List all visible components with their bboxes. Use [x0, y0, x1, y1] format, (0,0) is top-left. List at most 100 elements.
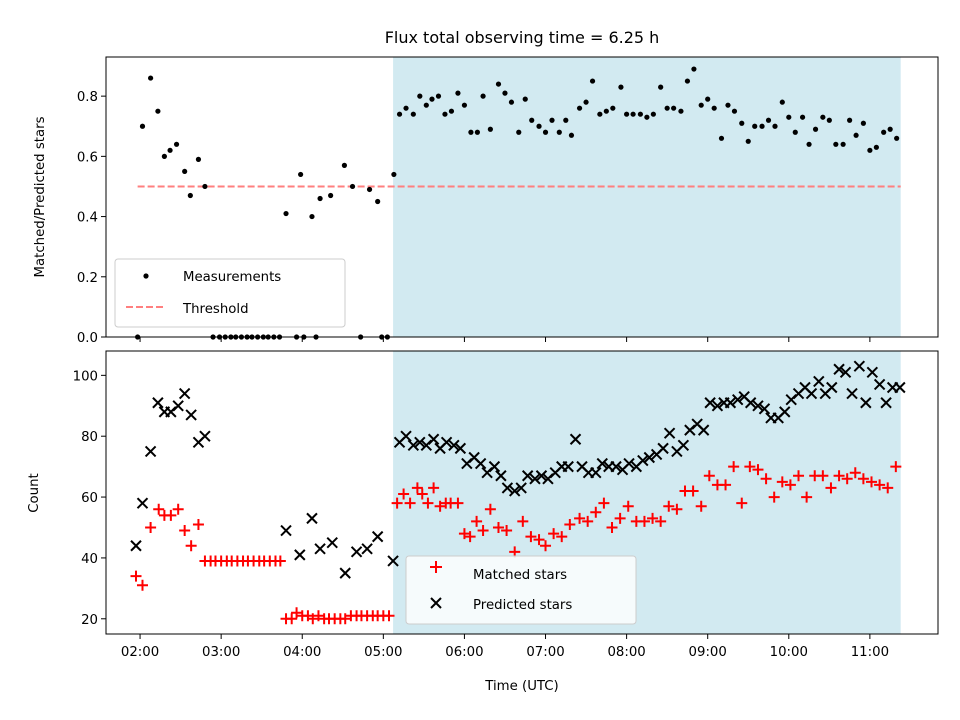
- predicted-star-point: [508, 485, 521, 497]
- measurement-point: [167, 147, 173, 153]
- bottom-y-axis-label: Count: [27, 473, 42, 513]
- measurement-point: [576, 105, 583, 111]
- predicted-star-point: [144, 445, 157, 458]
- bottom-x-axis: 02:00 03:00 04:00 05:00 06:00 07:00 08:00 09:00…: [121, 634, 889, 660]
- measurement-point: [589, 78, 596, 84]
- x-tick-label: 05:00: [364, 645, 402, 660]
- measurement-point: [391, 171, 397, 178]
- measurement-point: [549, 117, 555, 123]
- predicted-star-point: [454, 442, 467, 455]
- measurement-point: [678, 108, 684, 114]
- matched-star-point: [404, 497, 416, 509]
- predicted-star-point: [501, 482, 514, 494]
- predicted-star-point: [448, 439, 460, 452]
- matched-stars-series: [130, 461, 902, 625]
- top-y-axis-label: Matched/Predicted stars: [33, 116, 48, 277]
- top-y-tick-label: 0.2: [77, 271, 98, 286]
- matched-star-point: [339, 613, 351, 625]
- measurement-point: [705, 96, 711, 102]
- matched-star-point: [172, 503, 184, 515]
- top-plot-frame: [105, 56, 939, 338]
- measurement-point: [187, 192, 193, 199]
- measurement-point: [806, 141, 812, 147]
- measurement-point: [442, 111, 448, 117]
- top-legend-box: [114, 258, 346, 328]
- predicted-star-point: [758, 403, 771, 415]
- predicted-star-point: [744, 397, 757, 409]
- measurement-point: [366, 186, 373, 193]
- legend-measurements-label: Measurements: [183, 270, 281, 285]
- predicted-star-point: [400, 430, 412, 442]
- measurement-point: [603, 108, 609, 114]
- predicted-star-point: [846, 387, 858, 400]
- predicted-star-point: [853, 360, 866, 372]
- predicted-star-point: [596, 457, 608, 470]
- measurement-point: [309, 213, 315, 220]
- predicted-star-point: [152, 397, 164, 409]
- measurement-point: [711, 105, 717, 111]
- predicted-star-point: [440, 436, 453, 448]
- matched-star-point: [533, 534, 545, 546]
- matched-star-point: [307, 613, 319, 625]
- matched-star-point: [398, 488, 410, 500]
- matched-star-point: [582, 515, 594, 527]
- measurements-series: [135, 66, 900, 340]
- measurement-point: [468, 129, 474, 135]
- matched-star-point: [874, 479, 886, 491]
- x-tick-label: 07:00: [526, 645, 564, 660]
- measurement-point: [718, 135, 725, 141]
- measurement-point: [637, 111, 643, 117]
- predicted-star-point: [839, 366, 852, 379]
- top-panel: Flux total observing time = 6.25 h 0.00.…: [33, 28, 939, 346]
- predicted-stars-series: [130, 360, 906, 579]
- matched-star-point: [286, 613, 298, 625]
- matched-star-point: [793, 470, 805, 482]
- measurement-point: [474, 129, 480, 135]
- matched-star-point: [687, 485, 699, 497]
- matched-star-point: [411, 482, 423, 494]
- x-tick-label: 02:00: [121, 645, 159, 660]
- measurement-point: [887, 126, 893, 132]
- bottom-y-tick-label: 80: [81, 430, 98, 445]
- measurement-point: [195, 156, 202, 162]
- predicted-star-point: [521, 470, 534, 482]
- top-shaded-region: [393, 57, 901, 337]
- bottom-y-tick-label: 100: [73, 369, 98, 384]
- predicted-star-point: [185, 409, 197, 421]
- predicted-star-point: [350, 546, 363, 558]
- predicted-star-point: [569, 433, 582, 445]
- measurement-point: [739, 120, 745, 126]
- matched-star-point: [564, 518, 576, 530]
- matched-star-point: [655, 515, 667, 527]
- matched-star-point: [574, 512, 586, 524]
- measurement-point: [873, 144, 879, 150]
- measurement-point: [812, 126, 819, 132]
- measurement-point: [792, 129, 798, 135]
- top-y-axis: 0.0 0.2 0.4 0.6 0.8: [77, 90, 106, 346]
- matched-star-point: [274, 555, 286, 567]
- measurement-point: [881, 129, 887, 135]
- matched-star-point: [312, 610, 324, 622]
- predicted-star-point: [860, 397, 872, 409]
- measurement-point: [487, 126, 493, 132]
- legend-matched-label: Matched stars: [473, 568, 567, 583]
- predicted-star-point: [813, 375, 825, 388]
- matched-star-point: [145, 521, 157, 533]
- matched-star-point: [849, 467, 861, 479]
- predicted-star-point: [172, 400, 184, 412]
- matched-star-point: [784, 479, 796, 491]
- measurement-point: [860, 120, 866, 126]
- x-tick-label: 08:00: [607, 645, 645, 660]
- legend-threshold-label: Threshold: [182, 302, 249, 317]
- predicted-star-point: [535, 470, 548, 482]
- matched-star-point: [890, 461, 902, 473]
- matched-star-point: [556, 531, 568, 543]
- bottom-y-axis: 20 40 60 80 100: [73, 369, 106, 628]
- predicted-star-point: [697, 424, 710, 436]
- bottom-plot-frame: [105, 350, 939, 635]
- predicted-star-point: [826, 381, 838, 394]
- predicted-star-point: [199, 430, 211, 442]
- matched-star-point: [590, 506, 602, 518]
- chart-title: Flux total observing time = 6.25 h: [385, 28, 660, 47]
- measurement-point: [516, 129, 522, 135]
